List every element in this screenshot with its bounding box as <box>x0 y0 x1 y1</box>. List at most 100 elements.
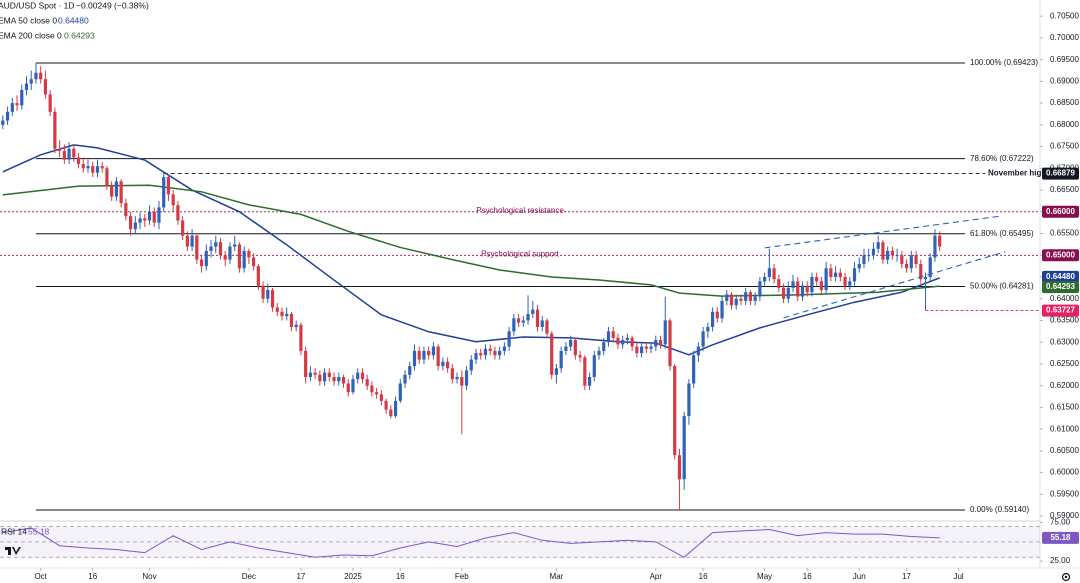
candle-body <box>417 350 421 360</box>
candle-body <box>512 318 516 332</box>
candle-body <box>597 350 601 356</box>
candle-body <box>748 292 753 301</box>
logo <box>5 547 21 555</box>
candle-body <box>299 324 303 351</box>
candle-body <box>270 290 275 308</box>
y-tick-label: 0.60000 <box>1050 468 1079 477</box>
candle-body <box>767 268 771 277</box>
candle-body <box>815 276 819 282</box>
price-badge-label: 0.63727 <box>1046 306 1075 315</box>
candle-body <box>450 368 454 380</box>
candle-body <box>233 244 237 247</box>
candle-body <box>706 326 710 332</box>
candle-body <box>375 392 379 395</box>
candle-body <box>744 292 748 301</box>
candle-body <box>327 372 331 377</box>
x-tick-label: 2025 <box>344 572 362 581</box>
y-tick-label: 0.70000 <box>1050 33 1079 42</box>
candle-body <box>800 285 805 297</box>
ema-badge <box>1042 270 1079 283</box>
candle-body <box>157 207 161 223</box>
candle-body <box>516 318 521 323</box>
candle-body <box>356 372 360 380</box>
candle-body <box>521 320 525 323</box>
candle-body <box>658 340 663 345</box>
candle-body <box>341 376 346 384</box>
candle-body <box>796 281 800 297</box>
y-tick-label: 0.70500 <box>1050 11 1079 20</box>
candle-body <box>498 350 502 356</box>
candle-body <box>1 120 5 125</box>
candle-body <box>611 331 615 338</box>
candle-body <box>72 148 76 158</box>
y-tick-label: 0.62500 <box>1050 359 1079 368</box>
main-layer <box>1 63 1006 558</box>
y-tick-label: 0.66500 <box>1050 185 1079 194</box>
candle-body <box>242 250 246 269</box>
candle-body <box>39 72 43 80</box>
settings-icon[interactable] <box>1061 572 1071 582</box>
candle-body <box>649 346 653 349</box>
candle-body <box>5 111 10 121</box>
candle-body <box>365 379 369 386</box>
candle-body <box>58 148 62 151</box>
candle-body <box>460 376 464 386</box>
candle-body <box>360 372 365 380</box>
ema-legend-value: 0.64293 <box>64 30 95 40</box>
trendline <box>783 251 1006 319</box>
candle-body <box>185 235 189 247</box>
candle-body <box>531 309 535 314</box>
candle-body <box>654 340 658 347</box>
candle-body <box>294 324 298 327</box>
candle-body <box>753 296 757 301</box>
candle-body <box>781 287 786 299</box>
candle-body <box>469 359 473 371</box>
x-tick-label: 16 <box>699 572 708 581</box>
candle-body <box>673 366 677 456</box>
candle-body <box>687 383 691 417</box>
candle-body <box>166 177 171 195</box>
candle-body <box>621 340 625 345</box>
candle-body <box>195 235 199 260</box>
candle-body <box>10 103 14 112</box>
candle-body <box>124 203 128 217</box>
candle-body <box>308 372 312 377</box>
candle-body <box>583 357 587 386</box>
candle-body <box>48 94 52 112</box>
candle-body <box>412 350 417 367</box>
candle-body <box>389 409 393 417</box>
overlay-layer: 55.18 100.00% (0.69423) 78.60% (0.67222) 61… <box>476 58 1079 544</box>
candle-body <box>829 268 833 277</box>
candle-body <box>422 350 426 360</box>
y-tick-label: 0.67500 <box>1050 142 1079 151</box>
candle-body <box>427 350 431 356</box>
rsi-legend: RSI 14 <box>1 526 27 536</box>
x-tick-label: 16 <box>88 572 97 581</box>
candle-body <box>857 263 861 269</box>
candle-body <box>758 281 762 297</box>
level-label: 78.60% (0.67222) <box>970 154 1034 163</box>
candle-body <box>53 111 57 149</box>
candle-body <box>384 400 388 410</box>
candle-body <box>398 383 402 401</box>
x-tick-label: 16 <box>803 572 812 581</box>
candle-body <box>904 263 909 269</box>
level-label: November high <box>988 169 1046 178</box>
candle-body <box>337 376 341 382</box>
candle-body <box>862 255 866 264</box>
candle-body <box>266 290 270 299</box>
candle-body <box>739 298 743 301</box>
candle-body <box>663 320 667 345</box>
x-tick-label: Nov <box>142 572 156 581</box>
candle-body <box>214 242 218 247</box>
candle-body <box>455 376 459 380</box>
candle-body <box>318 374 322 382</box>
candle-body <box>403 374 407 384</box>
x-tick-label: Jul <box>953 572 963 581</box>
price-badge <box>1042 249 1079 262</box>
ema-line <box>2 144 940 356</box>
price-badge <box>1042 205 1079 218</box>
candle-body <box>313 372 317 375</box>
candle-body <box>587 376 592 386</box>
